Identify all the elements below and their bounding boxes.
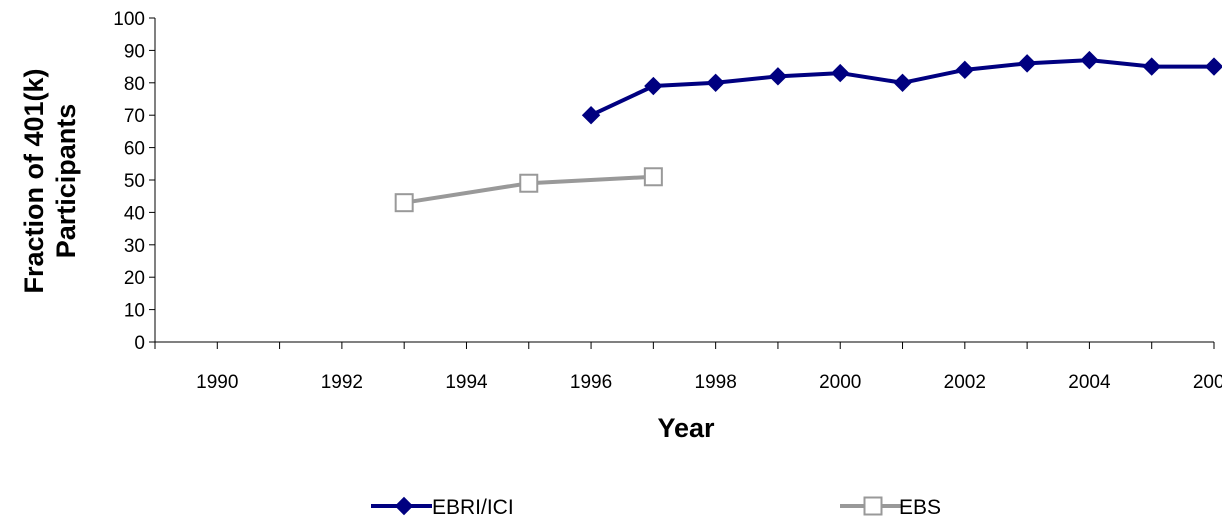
- data-point: [581, 105, 601, 125]
- y-tick-label: 50: [124, 171, 145, 192]
- x-tick-label: 1998: [695, 372, 737, 393]
- x-tick-label: 1996: [570, 372, 612, 393]
- data-point: [1017, 54, 1037, 73]
- y-tick-label: 20: [124, 268, 145, 289]
- x-tick-label: 1994: [445, 372, 488, 393]
- data-point: [831, 63, 850, 83]
- y-tick-label: 10: [124, 301, 145, 322]
- legend-marker: [863, 496, 883, 516]
- x-tick-label: 2004: [1068, 372, 1111, 393]
- legend-item: EBS: [840, 496, 941, 519]
- y-axis-title-line-2: Participants: [51, 104, 81, 259]
- y-tick-label: 40: [124, 203, 145, 224]
- x-tick-label: 2006: [1193, 372, 1222, 393]
- legend: EBRI/ICI EBS: [371, 496, 941, 519]
- data-point: [394, 193, 414, 213]
- data-point: [519, 173, 539, 193]
- legend-item: EBRI/ICI: [371, 496, 514, 519]
- y-tick-label: 60: [124, 139, 145, 160]
- x-tick-label: 2000: [819, 372, 861, 393]
- legend-marker: [394, 496, 414, 516]
- data-point: [893, 73, 912, 93]
- x-tick-label: 1990: [196, 372, 238, 393]
- plot-area: [394, 50, 1222, 213]
- x-tick-label: 1992: [321, 372, 363, 393]
- data-point: [1142, 57, 1161, 76]
- data-point: [1080, 50, 1099, 70]
- data-point: [768, 67, 788, 86]
- y-tick-label: 70: [124, 106, 145, 127]
- data-point: [706, 73, 725, 93]
- y-tick-label: 30: [124, 236, 145, 257]
- y-tick-label: 90: [124, 41, 145, 62]
- data-point: [644, 76, 663, 96]
- legend-label: EBRI/ICI: [432, 496, 514, 519]
- legend-label: EBS: [899, 496, 941, 519]
- data-point: [955, 60, 975, 80]
- y-tick-label: 80: [124, 74, 145, 95]
- y-axis: 0 10 20 30 40 50 60 70 80 90 100: [113, 9, 156, 354]
- y-axis-title: Fraction of 401(k) Participants: [19, 68, 81, 293]
- y-tick-label: 0: [134, 333, 145, 354]
- x-tick-label: 2002: [944, 372, 986, 393]
- data-point: [1204, 57, 1222, 76]
- y-tick-label: 100: [113, 9, 145, 30]
- x-axis-title: Year: [657, 413, 715, 443]
- data-point: [643, 167, 663, 187]
- series-ebri-ici: [581, 50, 1222, 125]
- series-ebs: [394, 167, 663, 213]
- y-axis-title-line-1: Fraction of 401(k): [19, 68, 49, 293]
- x-axis: 1990 1992 1994 1996 1998 2000 2002 2004 2006: [154, 341, 1222, 393]
